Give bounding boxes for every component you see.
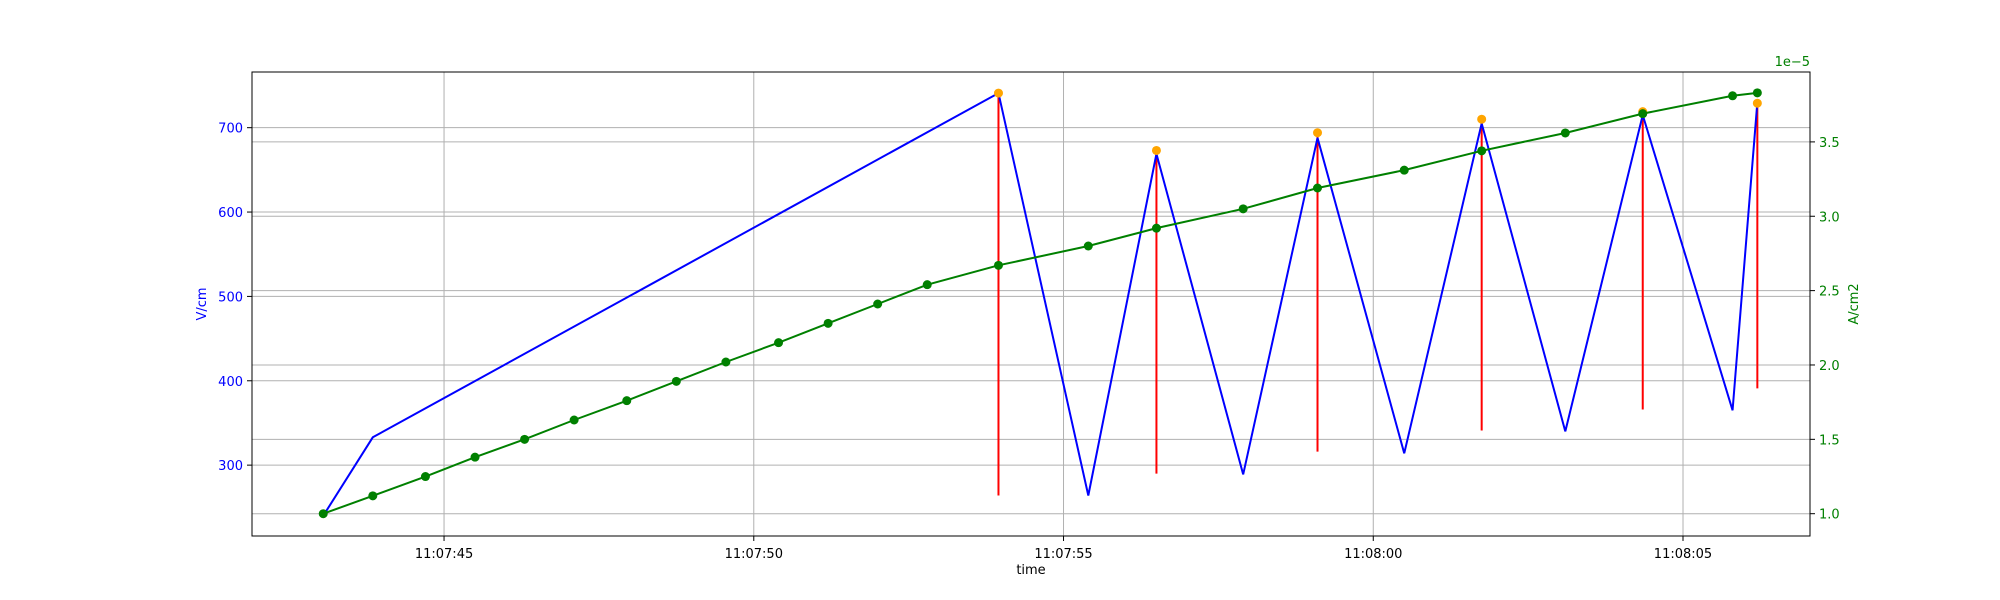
left-y-tick-label: 700 xyxy=(218,122,243,137)
x-tick-label: 11:07:50 xyxy=(725,547,783,562)
current-series-line xyxy=(322,91,1758,515)
current-marker xyxy=(873,299,883,309)
x-axis-title: time xyxy=(1016,563,1045,578)
x-tick-label: 11:07:55 xyxy=(1034,547,1092,562)
peak-marker xyxy=(1313,128,1323,138)
voltage-series-line xyxy=(322,91,1759,517)
current-marker xyxy=(823,318,833,328)
current-marker xyxy=(922,280,932,290)
current-marker xyxy=(1238,204,1248,214)
right-y-axis-title: A/cm2 xyxy=(1847,283,1862,324)
series-markers xyxy=(318,88,1762,519)
x-tick-label: 11:07:45 xyxy=(415,547,473,562)
current-marker xyxy=(671,376,681,386)
left-y-tick-label: 600 xyxy=(218,206,243,221)
x-tick-label: 11:08:05 xyxy=(1654,547,1712,562)
current-marker xyxy=(721,357,731,367)
current-marker xyxy=(622,396,632,406)
current-marker xyxy=(1399,165,1409,175)
right-y-tick-label: 3.5 xyxy=(1819,136,1840,151)
current-marker xyxy=(520,434,530,444)
grid-lines xyxy=(252,72,1810,536)
current-marker xyxy=(993,260,1003,270)
current-marker xyxy=(1083,241,1093,251)
right-y-tick-label: 1.0 xyxy=(1819,508,1840,523)
plot-frame xyxy=(251,71,1811,537)
current-marker xyxy=(1151,223,1161,233)
right-axis-multiplier: 1e−5 xyxy=(1775,55,1810,70)
x-axis-ticks: 11:07:45 11:07:50 11:07:55 11:08:00 11:08:05 xyxy=(415,536,1712,562)
current-marker xyxy=(1638,109,1648,119)
current-marker xyxy=(774,338,784,348)
peak-marker xyxy=(1151,145,1161,155)
current-marker xyxy=(1752,88,1762,98)
current-marker xyxy=(1728,91,1738,101)
current-marker xyxy=(470,452,480,462)
right-y-tick-label: 3.0 xyxy=(1819,210,1840,225)
current-marker xyxy=(318,509,328,519)
right-y-tick-label: 1.5 xyxy=(1819,433,1840,448)
right-y-tick-label: 2.5 xyxy=(1819,285,1840,300)
current-marker xyxy=(1477,146,1487,156)
left-y-axis-title: V/cm xyxy=(195,287,210,320)
current-marker xyxy=(569,415,579,425)
right-y-tick-label: 2.0 xyxy=(1819,359,1840,374)
current-marker xyxy=(1313,183,1323,193)
peak-marker xyxy=(1752,98,1762,108)
current-marker xyxy=(368,491,378,501)
left-y-tick-label: 400 xyxy=(218,375,243,390)
peak-marker xyxy=(993,88,1003,98)
left-y-axis-ticks: 300 400 500 600 700 xyxy=(218,122,252,474)
red-spike-lines xyxy=(997,93,1759,496)
series-lines xyxy=(322,91,1759,517)
left-y-tick-label: 300 xyxy=(218,459,243,474)
current-marker xyxy=(1560,128,1570,138)
current-marker xyxy=(420,472,430,482)
x-tick-label: 11:08:00 xyxy=(1344,547,1402,562)
right-y-axis-ticks: 1.0 1.5 2.0 2.5 3.0 3.5 xyxy=(1810,136,1840,523)
left-y-tick-label: 500 xyxy=(218,290,243,305)
peak-marker xyxy=(1477,114,1487,124)
